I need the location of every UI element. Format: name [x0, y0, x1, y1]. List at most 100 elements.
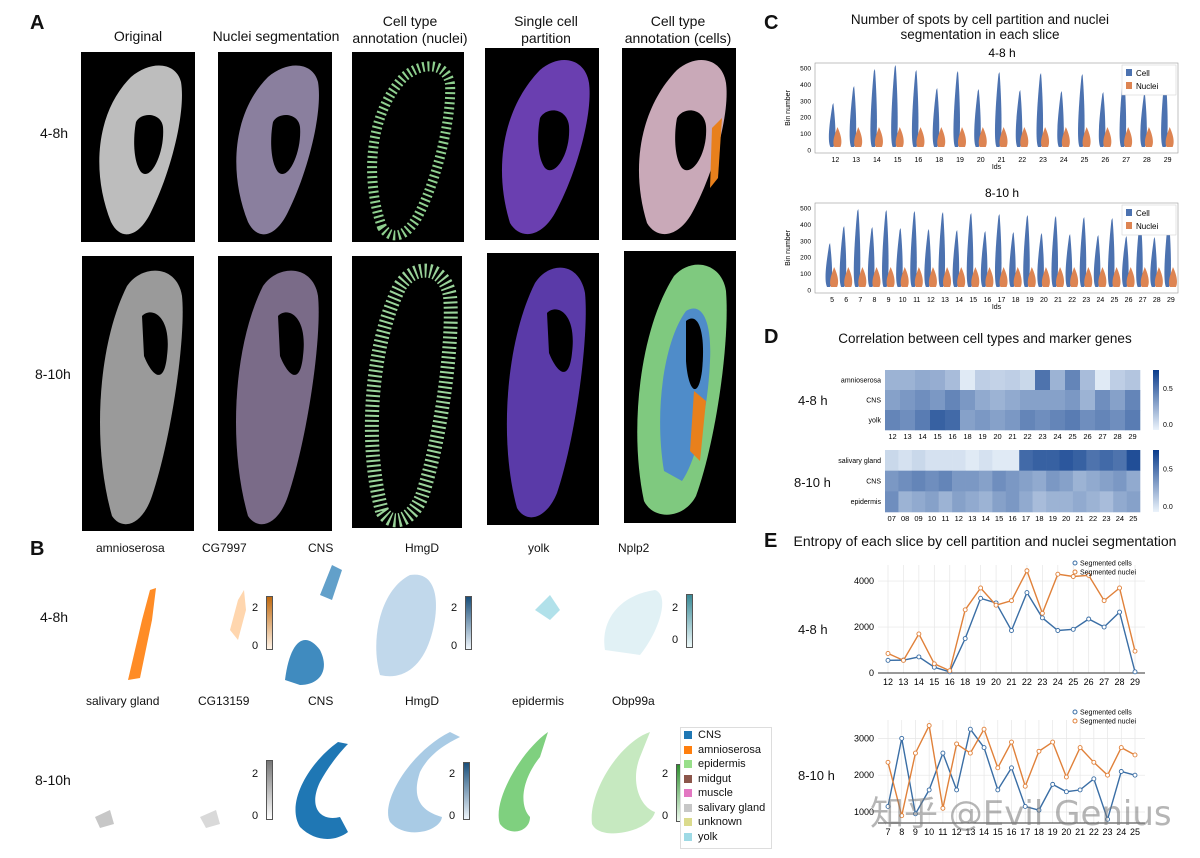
d-heatmap-cell: [1020, 390, 1036, 411]
c-xtick: 15: [969, 297, 977, 304]
d-heatmap-cell: [1065, 370, 1081, 391]
b-title-yolk: yolk: [528, 541, 550, 555]
image-celltype-nuclei-8-10h: [352, 256, 462, 528]
c-xtick: 14: [955, 297, 963, 304]
c-legend-swatch-cell: [1126, 209, 1132, 216]
d-xtick: 16: [1008, 514, 1016, 523]
b-title-hmgd-2: HmgD: [405, 694, 440, 708]
c-ytick: 200: [800, 255, 811, 262]
d-heatmap-cell: [898, 450, 913, 471]
c-xtick: 14: [873, 157, 881, 164]
e-point: [1024, 568, 1030, 574]
d-xtick: 23: [1038, 432, 1046, 441]
e-point: [885, 803, 891, 809]
d-xtick: 09: [914, 514, 922, 523]
d-heatmap-cell: [965, 491, 980, 513]
c-xtick: 19: [1026, 297, 1034, 304]
c-xtick: 29: [1167, 297, 1175, 304]
e-xtick: 7: [885, 827, 890, 837]
d-heatmap-cell: [1050, 390, 1066, 411]
d-heatmap-cell: [915, 410, 931, 431]
c-xtick: 8: [872, 297, 876, 304]
image-celltype-cells-8-10h: [624, 251, 736, 523]
d-heatmap-cell: [960, 410, 976, 431]
c-violin-nuclei: [1124, 127, 1133, 147]
c-violin-cell: [1093, 235, 1101, 287]
c-xtick: 20: [1040, 297, 1048, 304]
e-xtick: 14: [979, 827, 989, 837]
c-legend-cell: Cell: [1136, 209, 1150, 218]
d-heatmap-cell: [990, 390, 1006, 411]
e-xtick: 25: [1130, 827, 1140, 837]
d-heatmap-cell: [1059, 470, 1074, 492]
legend-swatch: [684, 832, 692, 841]
panel-letter-b: B: [30, 538, 45, 560]
legend-item: yolk: [684, 831, 718, 843]
e-xtick: 16: [945, 677, 955, 687]
e-ytick: 2000: [854, 622, 874, 632]
legend-label: CNS: [698, 729, 722, 741]
c-legend-nuclei: Nuclei: [1136, 82, 1158, 91]
c-ytick: 500: [800, 206, 811, 213]
e-point: [899, 735, 905, 741]
e-point: [940, 750, 946, 756]
d-xtick: 29: [1128, 432, 1136, 441]
panel-letter-a: A: [30, 12, 45, 34]
e-xtick: 10: [924, 827, 934, 837]
d-heatmap-cell: [930, 370, 946, 391]
d-heatmap-cell: [925, 450, 939, 471]
d-xtick: 18: [1035, 514, 1043, 523]
legend-label: salivary gland: [698, 801, 766, 814]
b-title-hmgd-1: HmgD: [405, 541, 440, 555]
c-violin-cell: [1164, 220, 1171, 287]
c-xtick: 27: [1122, 157, 1130, 164]
d-xtick: 25: [1068, 432, 1076, 441]
e-legend-marker: [1072, 709, 1078, 715]
c-ytick: 300: [800, 98, 811, 105]
colorbar-tick-2-d: 2: [252, 768, 259, 780]
d-xtick: 21: [1075, 514, 1083, 523]
d-heatmap-cell: [1005, 370, 1021, 391]
panel-letter-c: C: [764, 12, 779, 34]
c-violin-cell: [911, 70, 919, 147]
d-heatmap-cell: [1086, 450, 1101, 471]
e-point: [1009, 765, 1014, 771]
c-violin-cell: [980, 231, 988, 287]
c-violin-cell: [953, 71, 960, 147]
d-heatmap-cell: [1110, 410, 1126, 431]
e-legend-marker: [1072, 569, 1078, 575]
c-xtick: 24: [1060, 157, 1068, 164]
c-violin-cell: [828, 103, 836, 147]
e-point: [1022, 783, 1028, 789]
c-violin-nuclei: [1041, 127, 1050, 147]
e-point: [962, 607, 968, 613]
image-celltype-cells-4-8h: [622, 48, 736, 240]
c-violin-cell: [910, 211, 917, 287]
d-heatmap-cell: [1046, 470, 1060, 492]
e-point: [931, 661, 937, 667]
e-point: [954, 741, 960, 747]
e-xtick: 27: [1099, 677, 1109, 687]
e-point: [1039, 615, 1045, 621]
e-point: [1101, 624, 1107, 630]
c-violin-nuclei: [943, 267, 952, 287]
scatter-cns-1: [285, 640, 324, 685]
c-ytick: 0: [807, 148, 811, 155]
c-xtick: 12: [927, 297, 935, 304]
image-nuclei-seg-8-10h: [218, 256, 332, 531]
c-ytick: 400: [800, 222, 811, 229]
d-heatmap-cell: [1080, 410, 1096, 431]
b-title-amnioserosa: amnioserosa: [96, 541, 165, 555]
d-heatmap-cell: [1019, 450, 1033, 471]
d-heatmap-cell: [1125, 410, 1141, 431]
legend-swatch: [684, 731, 692, 740]
e-label-4-8h: 4-8 h: [798, 622, 828, 637]
c-violin-nuclei: [999, 267, 1008, 287]
d-heatmap-cell: [1020, 370, 1036, 391]
d-heatmap-cell: [885, 390, 901, 411]
legend-label: unknown: [698, 816, 743, 828]
d-heatmap-cell: [1095, 390, 1111, 411]
colorbar-tick-0-a: 0: [252, 640, 259, 652]
d-heatmap-cell: [1086, 470, 1101, 492]
c-violin-nuclei: [914, 267, 923, 287]
